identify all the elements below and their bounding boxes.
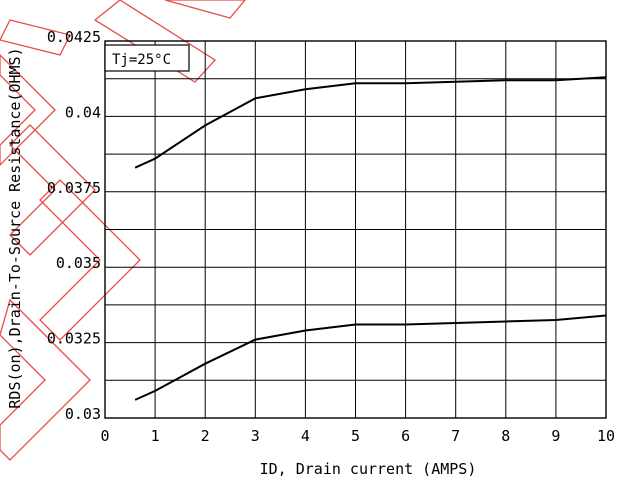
x-tick-label: 8 [501,427,510,445]
series-line-2 [134,314,607,401]
watermark-bar-2 [164,0,246,19]
y-tick-labels: 0.03 0.0325 0.035 0.0375 0.04 0.0425 [47,28,101,423]
grid [105,41,606,418]
y-tick-label: 0.035 [56,254,101,272]
y-tick-label: 0.0375 [47,179,101,197]
x-tick-label: 6 [401,427,410,445]
y-tick-label: 0.04 [65,103,101,121]
x-tick-label: 7 [451,427,460,445]
x-tick-label: 1 [151,427,160,445]
series-layer [134,76,607,401]
x-tick-label: 2 [201,427,210,445]
temperature-annotation: Tj=25°C [112,52,171,68]
y-tick-label: 0.0425 [47,28,101,46]
y-axis-label: RDS(on),Drain-To-Source Resistance(OHMS) [6,47,24,408]
y-tick-label: 0.0325 [47,330,101,348]
y-tick-label: 0.03 [65,405,101,423]
watermark-chevron-2 [9,124,96,256]
x-tick-label: 10 [597,427,615,445]
x-tick-label: 4 [301,427,310,445]
watermark-logo [0,0,246,461]
x-axis-label: ID, Drain current (AMPS) [260,460,477,478]
x-tick-label: 9 [551,427,560,445]
x-tick-labels: 0 1 2 3 4 5 6 7 8 9 10 [100,427,615,445]
watermark-chevron-3 [39,179,141,341]
x-tick-label: 0 [100,427,109,445]
x-tick-label: 3 [251,427,260,445]
watermark-chevron-4 [0,298,91,461]
watermark-bar-3 [0,19,71,56]
series-line-1 [134,76,607,169]
plot-frame [104,40,607,419]
watermark-chevron-1 [0,54,56,166]
x-tick-label: 5 [351,427,360,445]
annotation-box: Tj=25°C [104,44,190,72]
watermark-bar-1 [93,0,217,83]
